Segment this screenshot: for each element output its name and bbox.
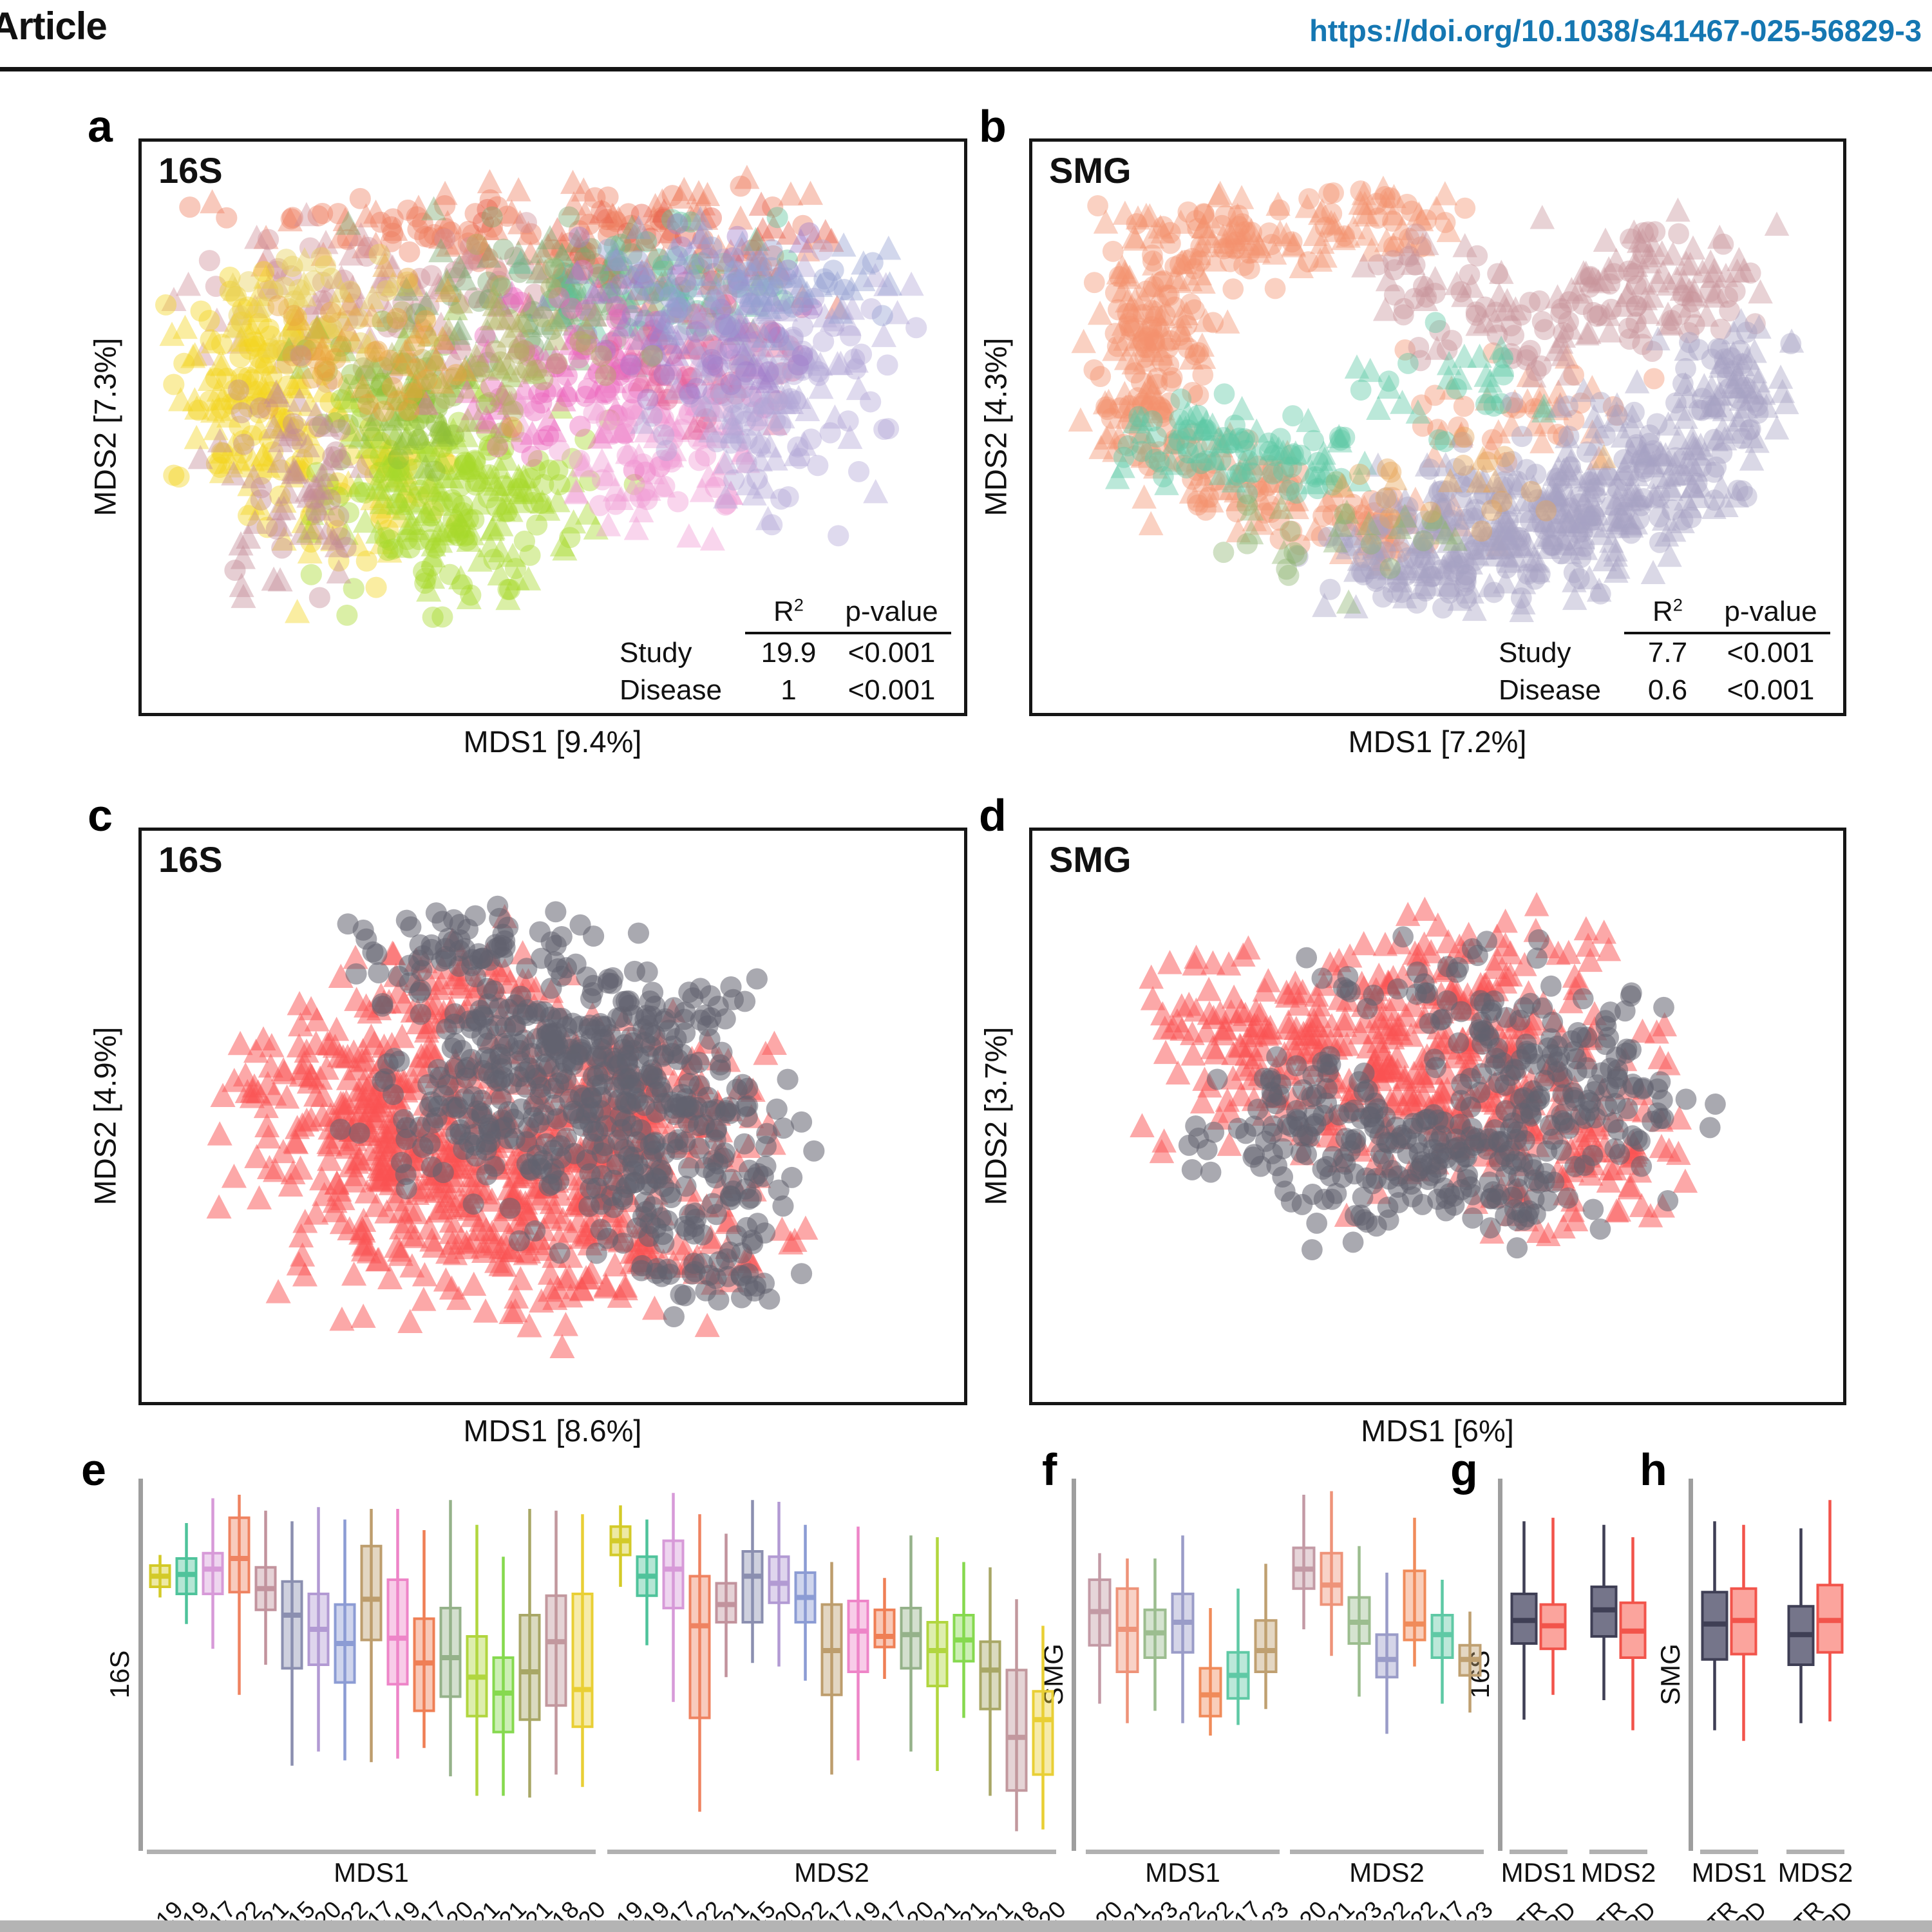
panel-b-title: SMG [1049,150,1132,191]
panel-d-title: SMG [1049,839,1132,880]
panel-letter-h: h [1640,1444,1667,1495]
stats-header-row: R2 p-value [620,593,951,634]
header-rule [0,67,1932,71]
panel-e-yaxis [138,1479,143,1851]
stats-pvalue-header: p-value [1711,593,1830,634]
stats-row-disease: Disease 0.6 <0.001 [1499,674,1815,706]
group-axis-bar [1589,1850,1647,1854]
panel-letter-c: c [88,790,113,840]
group-label-MDS2: MDS2 [1580,1857,1656,1888]
group-axis-bar [1086,1850,1280,1854]
scatter-b [1068,175,1804,622]
panel-letter-e: e [81,1444,106,1495]
group-label-MDS1: MDS1 [1145,1857,1220,1888]
panel-a-xlabel: MDS1 [9.4%] [463,724,642,759]
panel-c-ylabel: MDS2 [4.9%] [88,1027,122,1206]
doi-link[interactable]: https://doi.org/10.1038/s41467-025-56829… [1309,14,1922,48]
stats-pvalue-header: p-value [832,593,951,634]
stats-row-disease: Disease 1 <0.001 [620,674,936,706]
group-axis-bar [1786,1850,1844,1854]
panel-c-xlabel: MDS1 [8.6%] [463,1414,642,1448]
article-section-label: Article [0,5,108,48]
stats-corner-cell [1499,593,1624,634]
stats-r2-header: R2 [1624,593,1711,634]
group-axis-bar [147,1850,596,1854]
group-label-MDS2: MDS2 [794,1857,869,1888]
group-axis-bar [1290,1850,1484,1854]
boxplot-group-MDS1 [1701,1521,1757,1741]
boxplot-group-MDS2 [1590,1524,1647,1730]
panel-letter-d: d [979,790,1007,840]
panel-letter-b: b [979,101,1007,151]
panel-a-ylabel: MDS2 [7.3%] [88,337,122,516]
panel-letter-g: g [1450,1444,1478,1495]
panel-f-yaxis [1072,1479,1076,1851]
boxplot-group-MDS1 [1510,1517,1567,1720]
panel-letter-f: f [1042,1444,1057,1495]
scatter-a [155,164,927,628]
group-label-MDS2: MDS2 [1349,1857,1425,1888]
boxplot-group-MDS2 [1292,1491,1482,1734]
panel-d-mds-plot: SMG [1029,828,1846,1405]
group-axis-bar [607,1850,1056,1854]
panel-h-row-label: SMG [1655,1643,1685,1705]
page-bottom-scrollbar[interactable] [0,1920,1932,1932]
stats-corner-cell [620,593,745,634]
group-label-MDS1: MDS1 [334,1857,409,1888]
panel-c-mds-plot: 16S [138,828,967,1405]
panel-d-xlabel: MDS1 [6%] [1361,1414,1514,1448]
stats-row-study: Study 7.7 <0.001 [1499,636,1815,668]
group-label-MDS2: MDS2 [1777,1857,1853,1888]
scatter-c [206,895,825,1358]
panel-h-yaxis [1689,1479,1693,1851]
panel-a-mds-plot: 16S R2 p-value Study 19.9 <0.001 Disease… [138,138,967,716]
panel-a-title: 16S [158,150,223,191]
panel-b-ylabel: MDS2 [4.3%] [978,337,1013,516]
stats-r2-header: R2 [745,593,832,634]
panel-e-row-label: 16S [104,1650,135,1699]
panel-a-stats-table: R2 p-value Study 19.9 <0.001 Disease 1 <… [620,593,951,709]
boxplot-group-MDS2 [1787,1500,1844,1723]
panel-b-xlabel: MDS1 [7.2%] [1348,724,1527,759]
panel-letter-a: a [88,101,113,151]
boxplot-group-MDS1 [149,1495,594,1798]
panel-c-title: 16S [158,839,223,880]
scatter-d [1130,892,1726,1261]
group-label-MDS1: MDS1 [1691,1857,1767,1888]
panel-b-mds-plot: SMG R2 p-value Study 7.7 <0.001 Disease … [1029,138,1846,716]
group-axis-bar [1700,1850,1758,1854]
stats-header-row: R2 p-value [1499,593,1830,634]
panel-d-ylabel: MDS2 [3.7%] [978,1027,1013,1206]
group-axis-bar [1510,1850,1567,1854]
panel-g-yaxis [1498,1479,1502,1851]
panel-b-stats-table: R2 p-value Study 7.7 <0.001 Disease 0.6 … [1499,593,1830,709]
boxplot-group-MDS1 [1088,1535,1278,1736]
stats-row-study: Study 19.9 <0.001 [620,636,936,668]
group-label-MDS1: MDS1 [1501,1857,1577,1888]
boxplot-group-MDS2 [609,1493,1054,1832]
